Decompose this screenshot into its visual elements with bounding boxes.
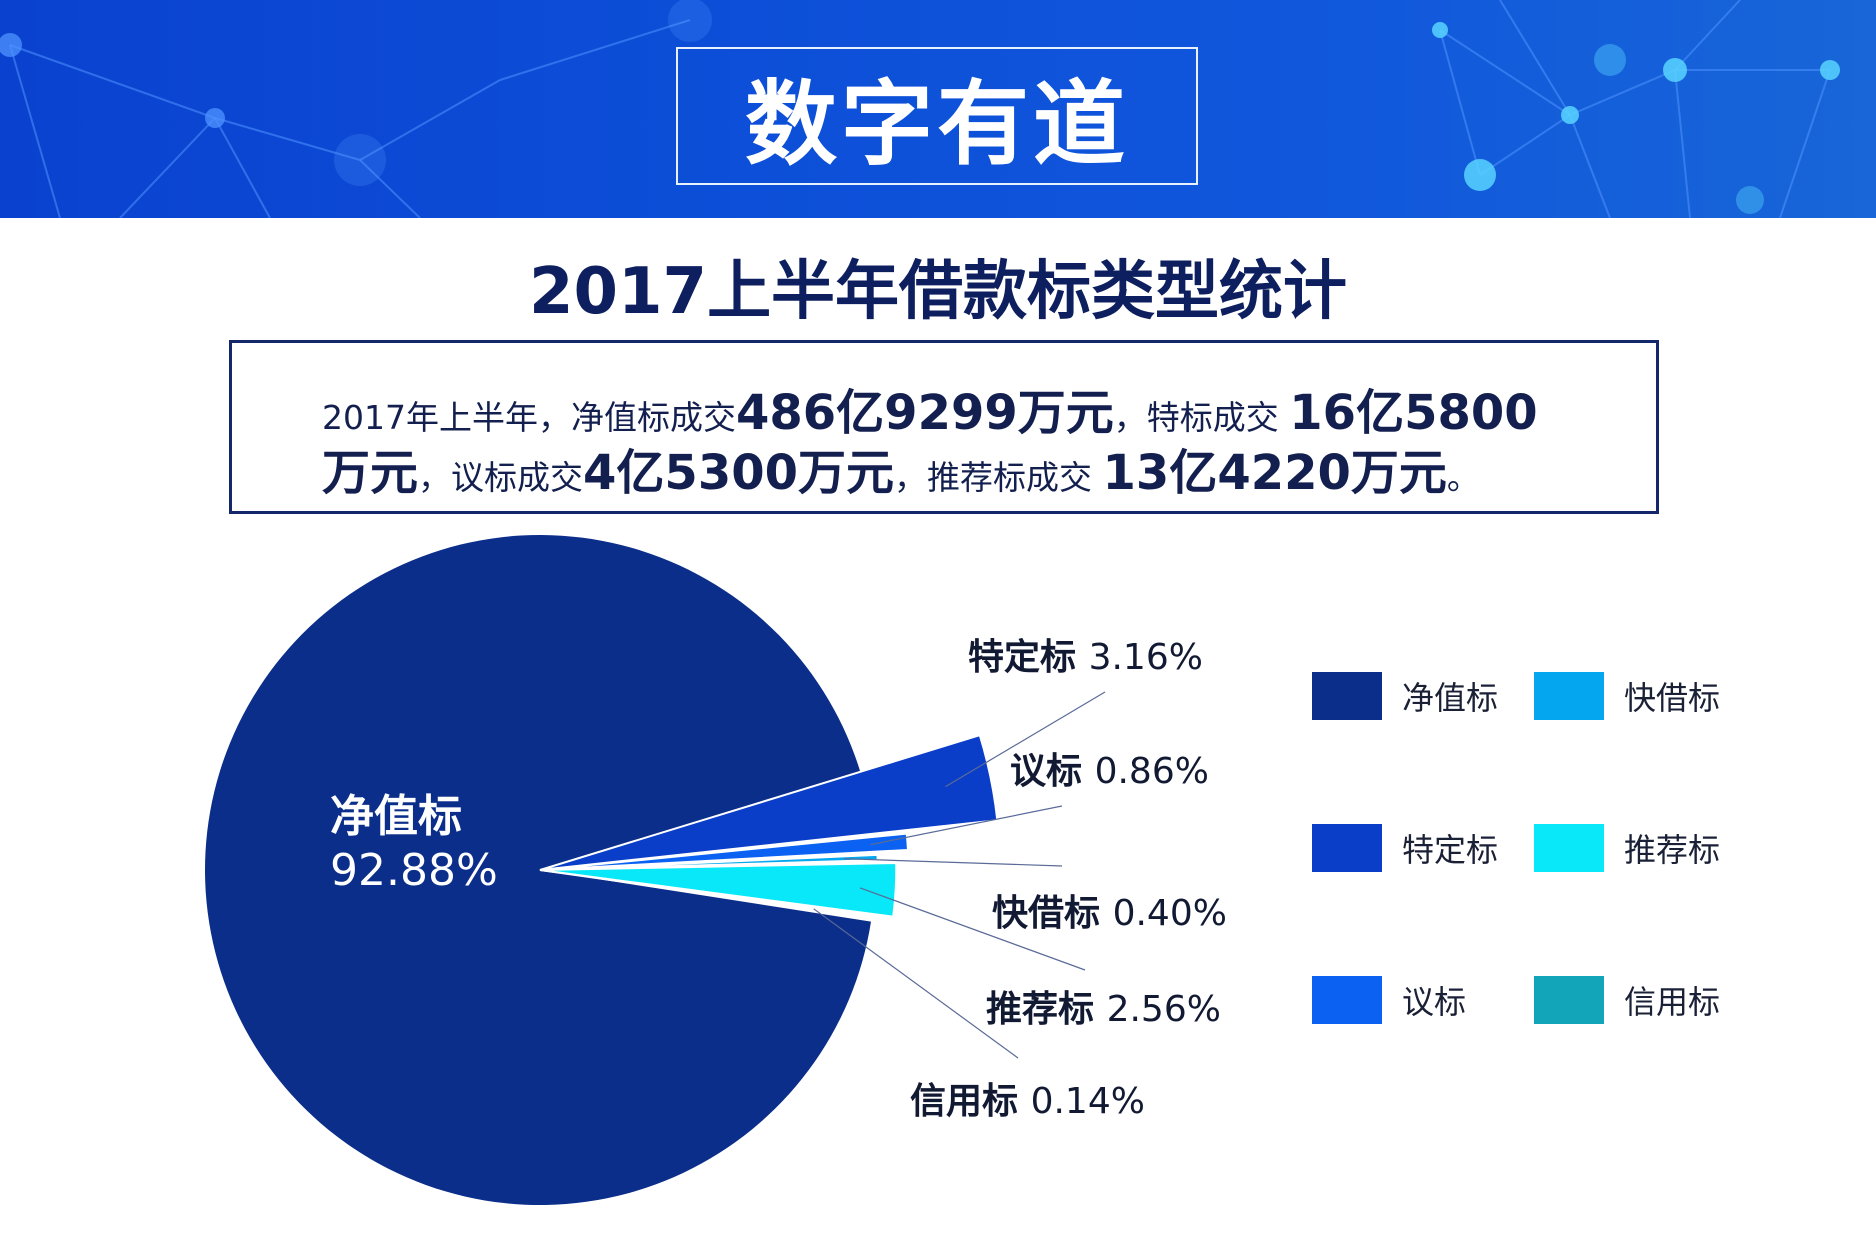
- summary-value: 万元: [322, 445, 419, 501]
- pie-label-name: 信用标: [910, 1081, 1019, 1122]
- pie-label-percent: 2.56%: [1106, 989, 1221, 1030]
- network-pattern-decoration: [0, 0, 1840, 218]
- summary-text: ，推荐标成交: [894, 458, 1103, 497]
- leader-line: [870, 805, 1063, 846]
- summary-text: ，议标成交: [418, 458, 584, 497]
- summary-value: 13亿4220万元: [1102, 445, 1447, 501]
- legend-item-xinyongbiao: 信用标: [1534, 976, 1720, 1024]
- legend-label: 特定标: [1402, 831, 1499, 869]
- summary-box: 2017年上半年，净值标成交486亿9299万元，特标成交 16亿5800 万元…: [229, 340, 1659, 514]
- legend-label: 快借标: [1624, 679, 1721, 717]
- pie-label-percent: 3.16%: [1088, 637, 1203, 678]
- summary-value: 486亿9299万元: [735, 385, 1114, 441]
- legend-swatch: [1312, 976, 1382, 1024]
- pie-label-xinyongbiao: 信用标 0.14%: [910, 1072, 1145, 1124]
- leader-line: [813, 908, 1019, 1059]
- pie-label-tuijianbiao: 推荐标 2.56%: [986, 980, 1221, 1032]
- pie-slice-yibiao: [539, 832, 910, 871]
- pie-slice-tedingbiao: [539, 733, 999, 871]
- pie-label-kuaijiebiao: 快借标 0.40%: [992, 884, 1227, 936]
- legend-item-jingzhibiao: 净值标: [1312, 672, 1498, 720]
- legend-label: 推荐标: [1624, 831, 1721, 869]
- legend-label: 净值标: [1402, 679, 1499, 717]
- summary-text: ，特标成交: [1113, 398, 1290, 437]
- pie-slice-jingzhibiao: [205, 535, 871, 1206]
- pie-label-name: 特定标: [968, 637, 1077, 678]
- pie-label-percent: 0.40%: [1112, 893, 1227, 934]
- brand-title-box: 数字有道: [676, 47, 1198, 185]
- pie-slice-xinyongbiao: [539, 869, 846, 915]
- pie-slices: [205, 535, 999, 1206]
- legend-swatch: [1534, 824, 1604, 872]
- summary-text: 。: [1446, 458, 1480, 497]
- summary-text: 2017年上半年，净值标成交: [322, 398, 736, 437]
- summary-value: 4亿5300万元: [583, 445, 895, 501]
- legend-label: 信用标: [1624, 983, 1721, 1021]
- pie-label-percent: 0.14%: [1030, 1081, 1145, 1122]
- pie-label-name: 净值标: [330, 791, 462, 842]
- pie-label-main: 净值标 92.88%: [330, 790, 498, 898]
- brand-title: 数字有道: [744, 70, 1129, 178]
- legend-swatch: [1534, 976, 1604, 1024]
- summary-line-1: 2017年上半年，净值标成交486亿9299万元，特标成交 16亿5800: [322, 373, 1538, 443]
- pie-label-name: 议标: [1010, 751, 1083, 792]
- legend-label: 议标: [1402, 983, 1467, 1021]
- leader-line: [859, 887, 1086, 971]
- pie-label-yibiao: 议标 0.86%: [1010, 742, 1209, 794]
- header-banner: 数字有道: [0, 0, 1876, 218]
- legend-item-kuaijiebiao: 快借标: [1534, 672, 1720, 720]
- leader-line: [843, 858, 1063, 867]
- legend-item-tuijianbiao: 推荐标: [1534, 824, 1720, 872]
- pie-label-percent: 92.88%: [330, 845, 498, 896]
- legend-swatch: [1534, 672, 1604, 720]
- leader-line: [945, 691, 1106, 788]
- pie-label-name: 推荐标: [986, 989, 1095, 1030]
- chart-title: 2017上半年借款标类型统计: [528, 255, 1348, 329]
- summary-line-2: 万元，议标成交4亿5300万元，推荐标成交 13亿4220万元。: [322, 433, 1480, 503]
- legend-swatch: [1312, 824, 1382, 872]
- legend-item-tedingbiao: 特定标: [1312, 824, 1498, 872]
- pie-label-percent: 0.86%: [1094, 751, 1209, 792]
- pie-label-tedingbiao: 特定标 3.16%: [968, 628, 1203, 680]
- pie-slice-tuijianbiao: [539, 861, 898, 918]
- pie-leader-lines: [813, 691, 1106, 1059]
- legend-item-yibiao: 议标: [1312, 976, 1466, 1024]
- legend-swatch: [1312, 672, 1382, 720]
- pie-label-name: 快借标: [992, 893, 1101, 934]
- summary-value: 16亿5800: [1289, 385, 1538, 441]
